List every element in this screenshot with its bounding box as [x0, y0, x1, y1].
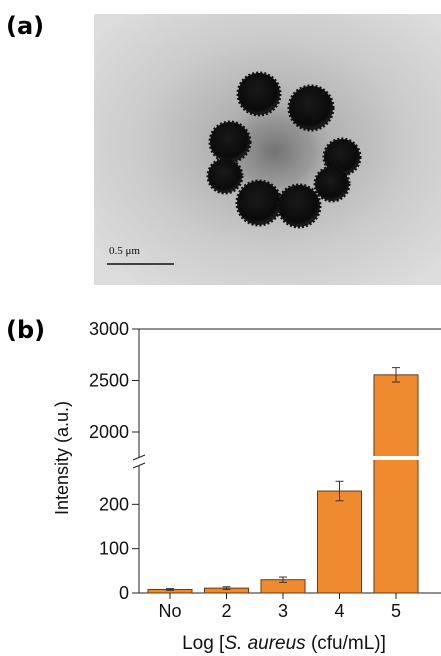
tem-micrograph: 0.5 μm [94, 14, 441, 285]
y-tick-label: 2000 [89, 422, 129, 442]
axis-break-mark [132, 454, 146, 461]
bar-break-gap [373, 456, 419, 460]
y-tick-label: 3000 [89, 319, 129, 339]
y-tick-label: 0 [119, 583, 129, 603]
nanoparticle [313, 165, 351, 203]
y-tick-label: 2500 [89, 371, 129, 391]
nanoparticle [276, 183, 322, 229]
x-tick-label: No [158, 601, 181, 621]
x-tick-label: 4 [334, 601, 344, 621]
x-tick-label: 2 [221, 601, 231, 621]
y-tick-label: 100 [99, 539, 129, 559]
nanoparticle [287, 84, 335, 132]
x-axis-label-part: Log [ [182, 633, 225, 654]
y-tick-label: 200 [99, 494, 129, 514]
y-axis-label: Intensity (a.u.) [52, 401, 72, 515]
nanoparticle-cluster [206, 71, 362, 229]
bar [373, 374, 419, 594]
nanoparticle [206, 157, 244, 195]
x-tick-label: 5 [391, 601, 401, 621]
nanoparticle [208, 120, 252, 164]
panel-b-label: (b) [6, 316, 46, 344]
x-axis-label: Log [S. aureus (cfu/mL)] [182, 633, 386, 654]
x-tick-label: 3 [278, 601, 288, 621]
nanoparticle [236, 71, 282, 117]
axis-break-mark [132, 462, 146, 469]
scale-bar-label: 0.5 μm [109, 245, 140, 257]
x-axis-label-part: S. aureus [224, 633, 306, 654]
bar [317, 490, 362, 594]
panel-a-label: (a) [6, 12, 45, 40]
x-axis-label-part: (cfu/mL)] [306, 633, 386, 654]
